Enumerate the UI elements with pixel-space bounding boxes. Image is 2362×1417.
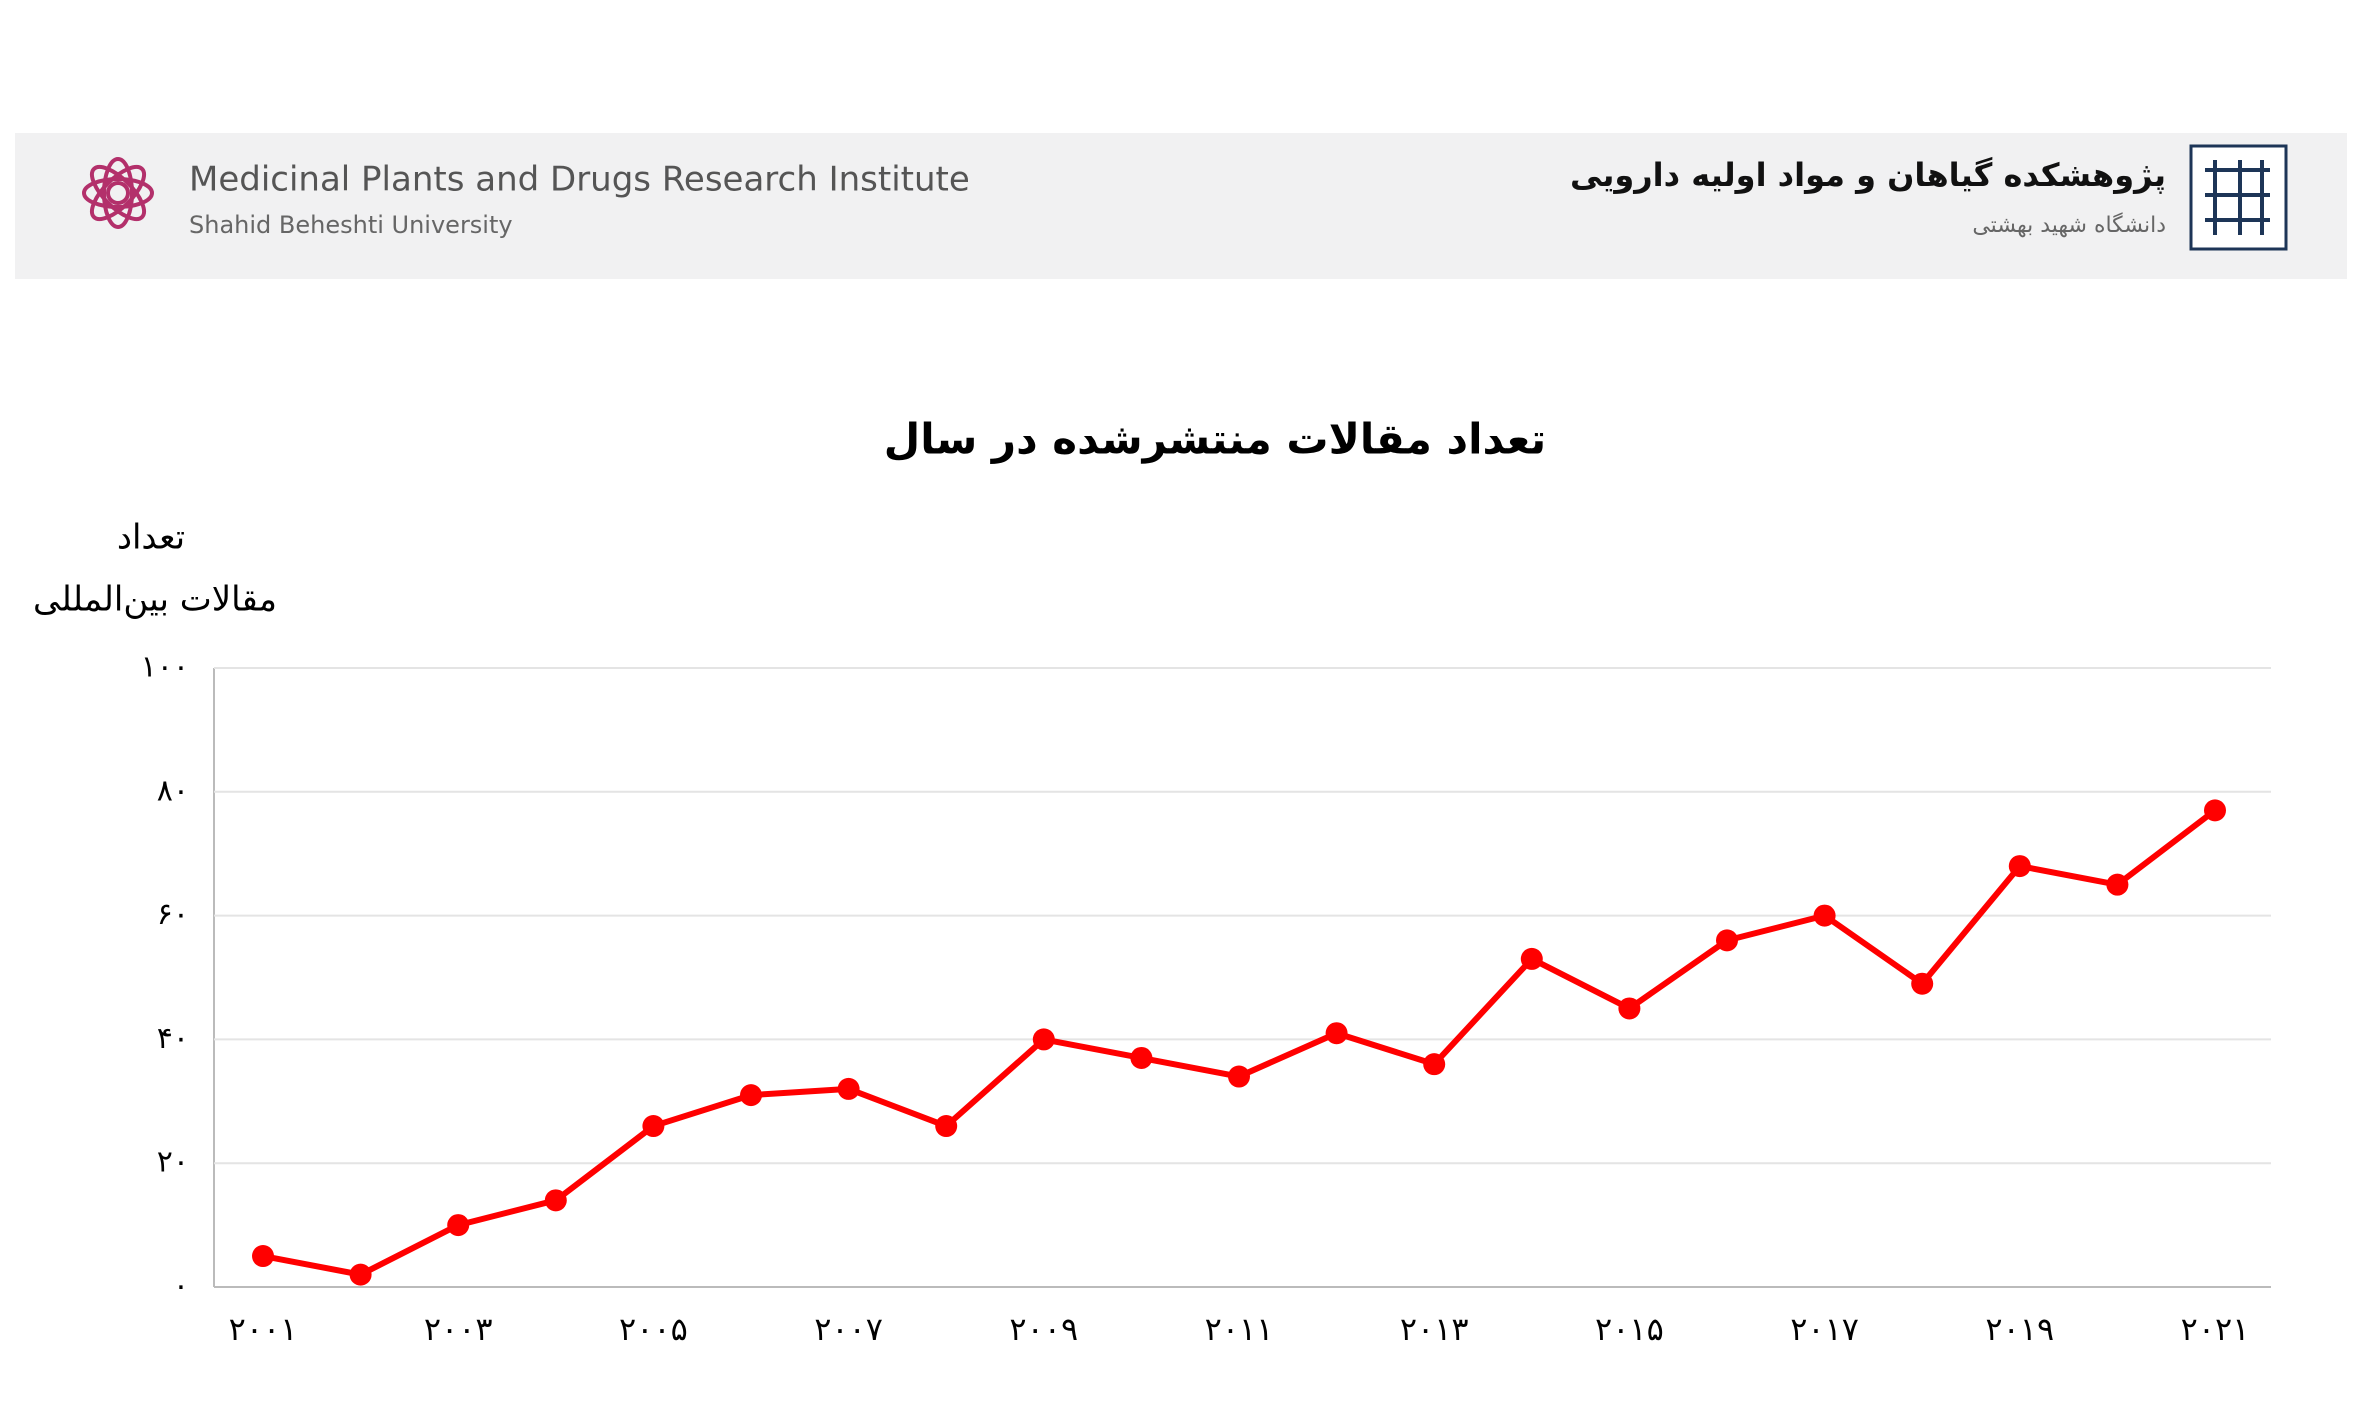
data-point <box>1716 929 1738 952</box>
data-point <box>447 1214 470 1237</box>
data-point <box>642 1115 665 1138</box>
data-point <box>935 1115 958 1138</box>
data-point <box>740 1084 762 1107</box>
data-point <box>1032 1028 1055 1051</box>
data-point <box>1228 1065 1250 1088</box>
data-point <box>2204 799 2226 822</box>
x-tick-label: ۲۰۰۵ <box>619 1310 688 1348</box>
x-tick-label: ۲۰۰۱ <box>229 1310 298 1348</box>
data-point <box>1130 1046 1153 1069</box>
data-point <box>1618 997 1641 1020</box>
data-point <box>837 1077 860 1100</box>
data-point <box>544 1189 567 1212</box>
data-point <box>1325 1022 1348 1045</box>
y-tick-label: ۴۰ <box>157 1021 189 1056</box>
data-point <box>1520 947 1543 970</box>
data-point <box>2008 855 2031 878</box>
chart-title: تعداد مقالات منتشرشده در سال <box>884 415 1546 465</box>
data-point <box>252 1245 274 1268</box>
x-tick-label: ۲۰۰۹ <box>1009 1310 1078 1348</box>
x-tick-label: ۲۰۱۱ <box>1205 1310 1274 1348</box>
y-axis-label: تعداد <box>117 518 185 558</box>
y-tick-label: ۱۰۰ <box>141 650 189 685</box>
x-tick-label: ۲۰۱۳ <box>1400 1310 1469 1348</box>
data-point <box>349 1263 372 1286</box>
header-title-en: Medicinal Plants and Drugs Research Inst… <box>189 160 970 200</box>
y-tick-label: ۶۰ <box>157 897 189 932</box>
header-subtitle-en: Shahid Beheshti University <box>189 211 513 239</box>
y-axis-label: مقالات بین‌المللی <box>33 580 277 620</box>
x-tick-label: ۲۰۲۱ <box>2181 1310 2250 1348</box>
header-title-fa: پژوهشکده گیاهان و مواد اولیه دارویی <box>1570 156 2166 194</box>
data-point <box>1813 904 1836 927</box>
header-subtitle-fa: دانشگاه شهید بهشتی <box>1972 212 2166 238</box>
right-logo <box>2189 144 2288 251</box>
left-logo <box>82 157 154 229</box>
y-tick-label: ۸۰ <box>157 773 189 808</box>
data-point <box>2106 873 2129 896</box>
x-tick-label: ۲۰۱۷ <box>1790 1310 1859 1348</box>
x-tick-label: ۲۰۱۵ <box>1595 1310 1664 1348</box>
data-point <box>1911 972 1934 995</box>
x-tick-label: ۲۰۰۷ <box>814 1310 883 1348</box>
y-tick-label: ۲۰ <box>157 1145 189 1180</box>
x-tick-label: ۲۰۱۹ <box>1985 1310 2054 1348</box>
y-tick-label: ۰ <box>173 1269 189 1304</box>
data-point <box>1423 1053 1446 1076</box>
x-tick-label: ۲۰۰۳ <box>424 1310 493 1348</box>
header-banner <box>15 133 2347 279</box>
